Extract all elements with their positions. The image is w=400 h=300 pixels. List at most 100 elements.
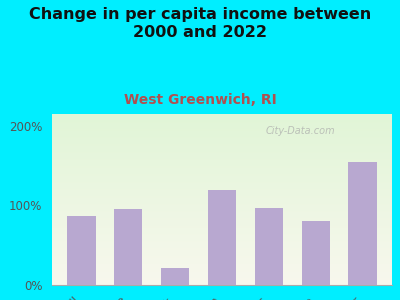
Bar — [52, 151, 392, 152]
Bar — [52, 240, 392, 241]
Bar — [52, 158, 392, 159]
Bar — [52, 281, 392, 282]
Bar — [52, 179, 392, 180]
Bar — [52, 262, 392, 263]
Bar — [52, 124, 392, 125]
Bar — [52, 267, 392, 268]
Bar — [52, 121, 392, 122]
Bar — [114, 208, 142, 285]
Bar — [52, 165, 392, 166]
Bar — [52, 114, 392, 115]
Bar — [52, 278, 392, 279]
Bar — [52, 243, 392, 244]
Bar — [52, 270, 392, 271]
Bar — [52, 135, 392, 136]
Bar — [52, 142, 392, 143]
Bar — [52, 235, 392, 236]
Bar — [52, 162, 392, 163]
Bar — [52, 115, 392, 116]
Bar — [52, 242, 392, 243]
Bar — [52, 230, 392, 231]
Bar — [52, 208, 392, 209]
Bar — [52, 169, 392, 170]
Bar — [52, 273, 392, 274]
Bar — [52, 216, 392, 217]
Bar — [52, 256, 392, 257]
Bar — [348, 162, 376, 285]
Bar — [302, 221, 330, 285]
Bar — [52, 274, 392, 275]
Bar — [52, 148, 392, 149]
Bar — [52, 209, 392, 210]
Bar — [52, 200, 392, 201]
Bar — [52, 261, 392, 262]
Bar — [52, 221, 392, 222]
Bar — [52, 250, 392, 251]
Bar — [52, 146, 392, 147]
Bar — [52, 189, 392, 190]
Bar — [52, 138, 392, 139]
Bar — [52, 167, 392, 168]
Bar — [52, 180, 392, 181]
Bar — [52, 224, 392, 225]
Bar — [52, 192, 392, 193]
Bar — [52, 176, 392, 177]
Bar — [52, 284, 392, 285]
Bar — [52, 276, 392, 277]
Bar — [52, 191, 392, 192]
Bar — [52, 166, 392, 167]
Bar — [52, 266, 392, 267]
Bar — [52, 185, 392, 186]
Bar — [52, 199, 392, 200]
Bar — [52, 234, 392, 235]
Bar — [52, 197, 392, 198]
Bar — [52, 202, 392, 203]
Bar — [52, 237, 392, 238]
Bar — [52, 136, 392, 137]
Bar — [52, 170, 392, 171]
Bar — [52, 184, 392, 185]
Bar — [52, 244, 392, 245]
Bar — [52, 134, 392, 135]
Bar — [52, 260, 392, 261]
Bar — [52, 131, 392, 132]
Bar — [52, 122, 392, 123]
Bar — [52, 139, 392, 140]
Bar — [52, 126, 392, 127]
Bar — [52, 223, 392, 224]
Bar — [52, 186, 392, 187]
Bar — [52, 149, 392, 150]
Bar — [52, 210, 392, 211]
Bar — [52, 173, 392, 174]
Bar — [52, 264, 392, 265]
Bar — [52, 171, 392, 172]
Bar — [52, 246, 392, 247]
Bar — [52, 252, 392, 253]
Bar — [52, 161, 392, 162]
Bar — [52, 239, 392, 240]
Bar — [52, 229, 392, 230]
Bar — [52, 220, 392, 221]
Bar — [52, 258, 392, 259]
Bar — [255, 208, 283, 285]
Bar — [52, 271, 392, 272]
Bar — [52, 232, 392, 233]
Bar — [52, 118, 392, 119]
Bar — [52, 163, 392, 164]
Bar — [52, 123, 392, 124]
Bar — [52, 248, 392, 249]
Bar — [52, 153, 392, 154]
Bar — [52, 265, 392, 266]
Bar — [52, 277, 392, 278]
Bar — [52, 194, 392, 195]
Bar — [52, 233, 392, 234]
Bar — [52, 275, 392, 276]
Bar — [52, 129, 392, 130]
Bar — [52, 222, 392, 223]
Bar — [52, 150, 392, 151]
Bar — [52, 212, 392, 213]
Bar — [52, 125, 392, 126]
Bar — [52, 219, 392, 220]
Bar — [52, 254, 392, 255]
Bar — [52, 132, 392, 133]
